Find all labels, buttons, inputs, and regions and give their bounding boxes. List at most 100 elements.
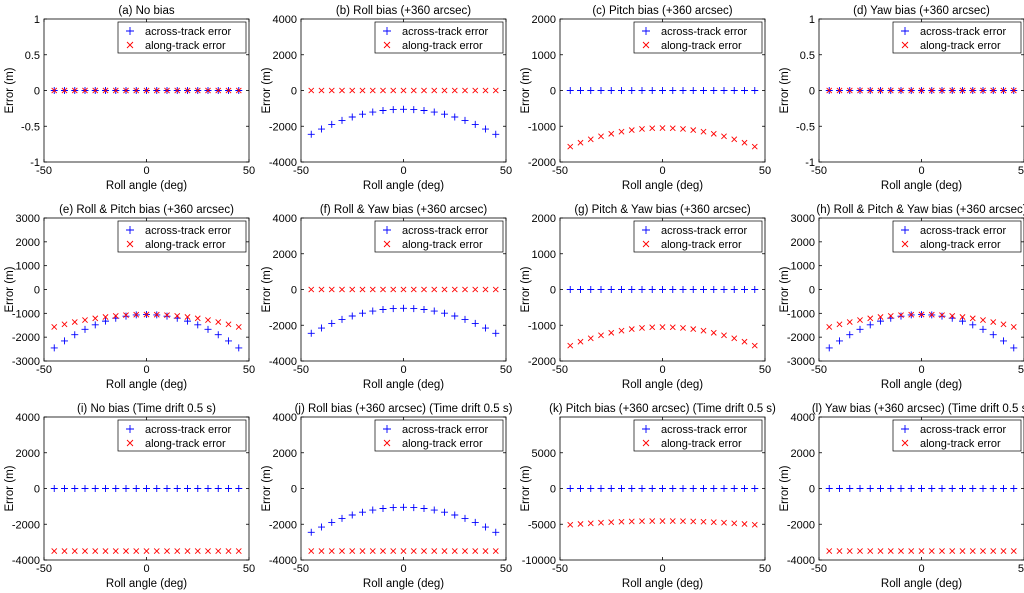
y-tick-label: 0 [34,285,40,297]
legend-marker-across [642,27,650,35]
data-point-along [1010,548,1017,554]
data-point-across [969,321,977,329]
data-point-along [680,325,686,331]
y-axis-label: Error (m) [520,266,532,312]
data-point-across [669,286,677,293]
x-axis-label: Roll angle (deg) [622,180,703,192]
data-point-across [173,485,181,492]
data-point-across [720,485,728,492]
data-point-across [825,485,833,492]
data-point-across [679,286,687,293]
legend-label-along: along-track error [402,40,483,52]
data-point-across [948,485,956,492]
data-point-along [608,329,615,336]
data-point-along [235,548,242,554]
subplot-d: -50 0 50 -1 -0.5 0 0.5 1 (d) Yaw bias (+360 arcs… [779,5,1024,192]
data-point-along [339,87,345,94]
x-tick-label: -50 [811,165,827,177]
data-point-across [225,337,232,345]
data-point-across [959,317,966,325]
data-point-along [133,311,140,318]
x-tick-label: -50 [36,364,52,376]
subplot-title: (k) Pitch bias (+360 arcsec) (Time drift… [549,403,776,415]
data-point-along [659,518,666,524]
y-tick-label: 0 [34,484,40,496]
y-tick-label: 0 [550,484,556,496]
data-point-along [51,548,58,554]
data-point-across [700,286,707,293]
subplot-k: -50 0 50 -10000 -5000 0 5000 (k) Pitch bias (+3… [520,403,776,590]
data-point-across [163,485,171,492]
data-point-across [81,485,89,492]
y-axis-label: Error (m) [779,67,791,113]
data-point-along [400,87,407,94]
data-point-along [174,548,181,554]
subplot-title: (f) Roll & Yaw bias (+360 arcsec) [320,204,488,216]
data-point-along [472,87,479,94]
data-point-across [659,87,666,94]
data-point-along [836,548,843,554]
data-point-along [846,319,853,325]
data-point-across [618,87,625,94]
data-point-across [307,528,315,536]
data-point-across [989,331,997,339]
data-point-across [638,87,646,94]
legend-label-across: across-track error [920,424,1007,436]
data-point-along [369,87,376,94]
data-point-along [328,548,335,554]
y-tick-label: 0.5 [25,50,40,62]
data-point-across [441,508,448,516]
data-point-across [369,108,377,116]
data-point-across [184,317,191,325]
data-point-along [659,324,666,330]
data-point-across [235,485,243,492]
data-point-along [51,323,58,330]
data-point-along [587,520,594,527]
data-point-across [492,329,500,337]
legend-label-across: across-track error [145,424,232,436]
data-point-across [318,125,325,133]
data-point-across [400,304,407,312]
data-point-along [462,87,468,94]
subplot-j: -50 0 50 -4000 -2000 0 2000 4000(j) Roll bias (… [261,403,513,590]
x-tick-label: 0 [400,563,406,575]
data-point-across [71,485,79,492]
data-point-along [857,317,863,323]
data-point-along [51,87,58,94]
data-point-along [690,326,697,333]
data-point-along [164,312,170,319]
data-point-along [669,125,676,132]
legend-box [117,220,247,253]
y-tick-label: -2000 [787,519,815,531]
data-point-along [451,286,458,293]
data-point-along [587,335,594,342]
legend-marker-across [126,226,134,234]
data-point-across [379,306,387,314]
y-tick-label: 4000 [16,412,40,424]
data-point-along [318,286,325,293]
data-point-along [215,548,222,554]
data-point-along [194,315,201,322]
data-point-across [379,505,387,513]
data-point-along [482,548,489,554]
data-point-across [648,87,656,94]
data-point-across [204,325,212,333]
data-point-along [451,87,458,94]
y-tick-label: 2000 [791,448,815,460]
data-point-along [174,312,181,319]
data-point-along [174,87,181,94]
data-point-across [566,485,574,492]
data-point-across [441,309,448,317]
data-point-along [318,548,325,554]
data-point-across [153,485,161,492]
data-point-along [577,338,584,345]
data-point-along [949,312,956,319]
data-point-along [898,87,904,94]
data-point-along [690,518,697,525]
data-point-across [420,505,428,513]
data-point-across [359,309,366,317]
data-point-across [659,485,666,492]
data-point-along [235,87,242,94]
data-point-along [628,326,635,333]
y-tick-label: 2000 [273,50,297,62]
